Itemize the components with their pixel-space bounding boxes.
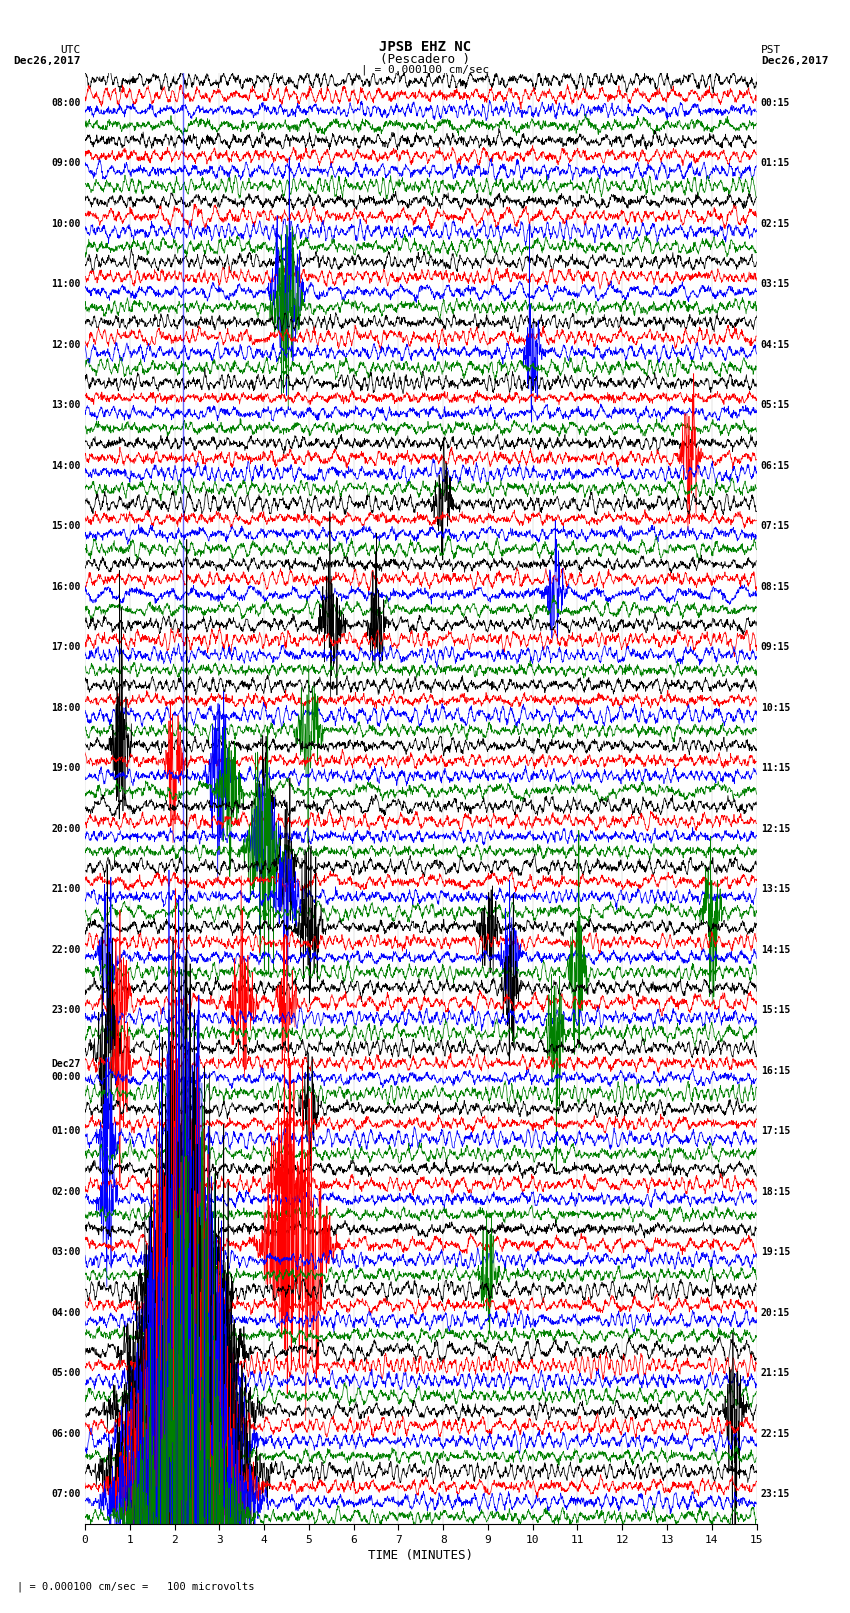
Text: Dec26,2017: Dec26,2017 — [761, 56, 828, 66]
Text: 22:15: 22:15 — [761, 1429, 790, 1439]
Text: (Pescadero ): (Pescadero ) — [380, 53, 470, 66]
Text: 11:15: 11:15 — [761, 763, 790, 773]
Text: 08:15: 08:15 — [761, 582, 790, 592]
Text: 06:15: 06:15 — [761, 461, 790, 471]
Text: 23:00: 23:00 — [51, 1005, 81, 1015]
Text: 10:15: 10:15 — [761, 703, 790, 713]
Text: JPSB EHZ NC: JPSB EHZ NC — [379, 40, 471, 55]
Text: 20:00: 20:00 — [51, 824, 81, 834]
Text: 09:15: 09:15 — [761, 642, 790, 652]
Text: | = 0.000100 cm/sec: | = 0.000100 cm/sec — [361, 65, 489, 76]
Text: 15:00: 15:00 — [51, 521, 81, 531]
Text: 00:00: 00:00 — [51, 1073, 81, 1082]
Text: 18:15: 18:15 — [761, 1187, 790, 1197]
Text: 17:15: 17:15 — [761, 1126, 790, 1136]
Text: 23:15: 23:15 — [761, 1489, 790, 1498]
Text: 19:15: 19:15 — [761, 1247, 790, 1257]
Text: 04:00: 04:00 — [51, 1308, 81, 1318]
Text: 05:15: 05:15 — [761, 400, 790, 410]
Text: 06:00: 06:00 — [51, 1429, 81, 1439]
Text: 10:00: 10:00 — [51, 219, 81, 229]
X-axis label: TIME (MINUTES): TIME (MINUTES) — [368, 1548, 473, 1561]
Text: UTC: UTC — [60, 45, 81, 55]
Text: 07:00: 07:00 — [51, 1489, 81, 1498]
Text: 22:00: 22:00 — [51, 945, 81, 955]
Text: 02:15: 02:15 — [761, 219, 790, 229]
Text: 04:15: 04:15 — [761, 340, 790, 350]
Text: 19:00: 19:00 — [51, 763, 81, 773]
Text: 14:15: 14:15 — [761, 945, 790, 955]
Text: 12:00: 12:00 — [51, 340, 81, 350]
Text: 01:00: 01:00 — [51, 1126, 81, 1136]
Text: 16:00: 16:00 — [51, 582, 81, 592]
Text: 16:15: 16:15 — [761, 1066, 790, 1076]
Text: 13:00: 13:00 — [51, 400, 81, 410]
Text: 21:00: 21:00 — [51, 884, 81, 894]
Text: 20:15: 20:15 — [761, 1308, 790, 1318]
Text: 08:00: 08:00 — [51, 98, 81, 108]
Text: 02:00: 02:00 — [51, 1187, 81, 1197]
Text: PST: PST — [761, 45, 781, 55]
Text: Dec26,2017: Dec26,2017 — [14, 56, 81, 66]
Text: 15:15: 15:15 — [761, 1005, 790, 1015]
Text: 03:15: 03:15 — [761, 279, 790, 289]
Text: 07:15: 07:15 — [761, 521, 790, 531]
Text: 13:15: 13:15 — [761, 884, 790, 894]
Text: | = 0.000100 cm/sec =   100 microvolts: | = 0.000100 cm/sec = 100 microvolts — [17, 1581, 254, 1592]
Text: 05:00: 05:00 — [51, 1368, 81, 1378]
Text: 01:15: 01:15 — [761, 158, 790, 168]
Text: 18:00: 18:00 — [51, 703, 81, 713]
Text: 14:00: 14:00 — [51, 461, 81, 471]
Text: 12:15: 12:15 — [761, 824, 790, 834]
Text: 17:00: 17:00 — [51, 642, 81, 652]
Text: 09:00: 09:00 — [51, 158, 81, 168]
Text: 00:15: 00:15 — [761, 98, 790, 108]
Text: 11:00: 11:00 — [51, 279, 81, 289]
Text: 03:00: 03:00 — [51, 1247, 81, 1257]
Text: 21:15: 21:15 — [761, 1368, 790, 1378]
Text: Dec27: Dec27 — [51, 1060, 81, 1069]
